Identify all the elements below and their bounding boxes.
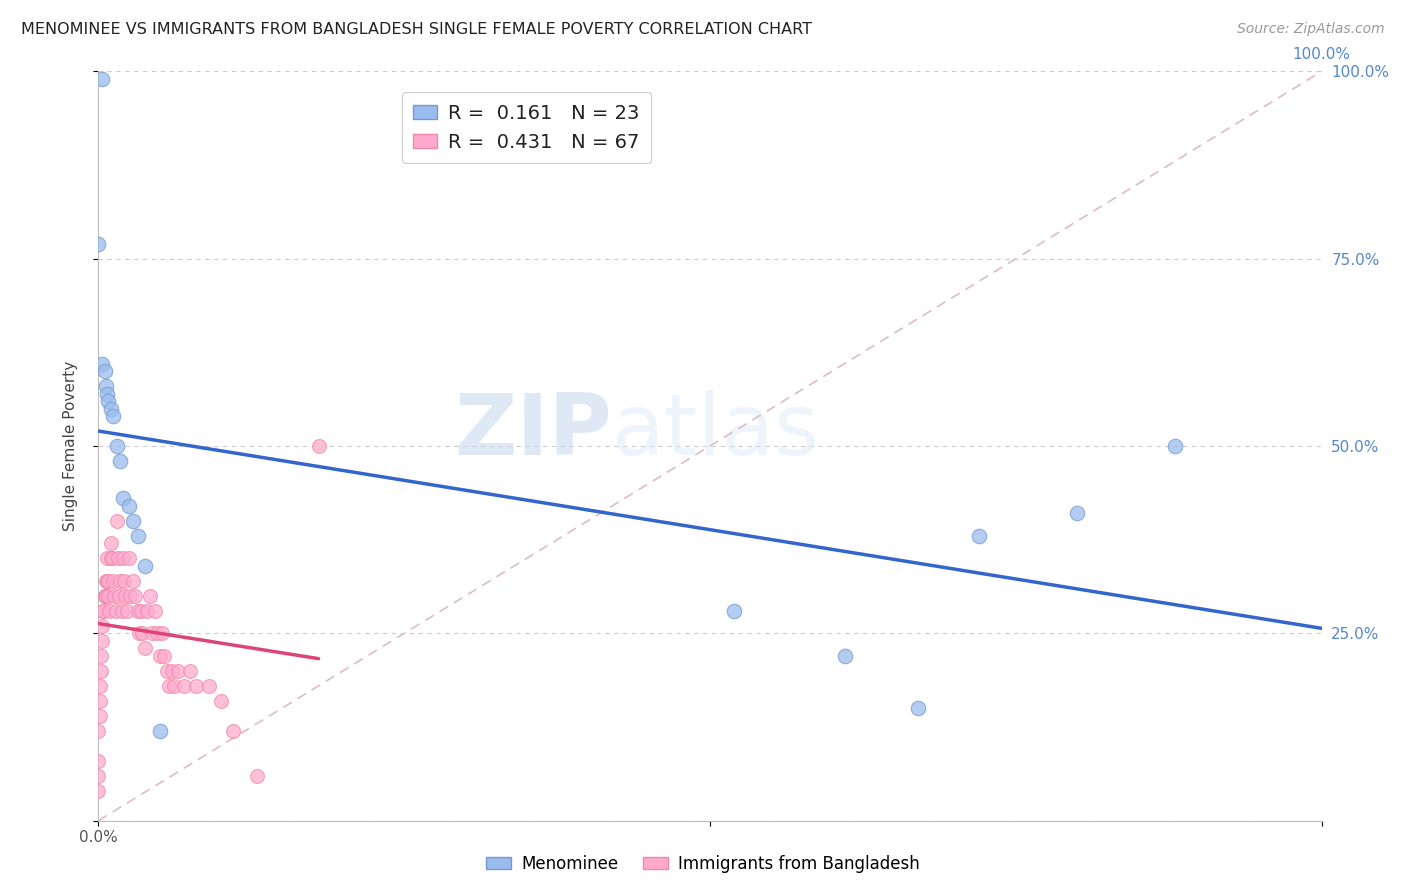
Point (87, 723, 110, 738)
Y-axis label: Single Female Poverty: Single Female Poverty (63, 361, 77, 531)
Point (103, 589, 125, 603)
Point (129, 604, 152, 618)
Point (87, 236, 110, 251)
Point (121, 514, 143, 528)
Point (134, 641, 156, 656)
Point (139, 589, 162, 603)
Point (120, 589, 142, 603)
Point (209, 694, 232, 708)
Point (91, 604, 114, 618)
Text: atlas: atlas (612, 390, 820, 473)
Point (110, 454, 132, 468)
Point (127, 604, 149, 618)
Point (91, 619, 114, 633)
Text: Source: ZipAtlas.com: Source: ZipAtlas.com (1237, 22, 1385, 37)
Point (101, 551, 124, 566)
Point (834, 648, 856, 663)
Point (94, 379, 117, 393)
Point (173, 679, 195, 693)
Point (118, 499, 141, 513)
Point (967, 529, 990, 543)
Point (91, 357, 114, 371)
Legend: Menominee, Immigrants from Bangladesh: Menominee, Immigrants from Bangladesh (479, 848, 927, 880)
Point (107, 551, 129, 566)
Point (91, 604, 114, 618)
Point (111, 491, 134, 506)
Point (167, 664, 190, 678)
Point (101, 409, 124, 423)
Point (156, 664, 179, 678)
Point (197, 679, 219, 693)
Point (146, 626, 169, 640)
Point (157, 679, 180, 693)
Point (134, 558, 156, 573)
Point (105, 439, 128, 453)
Point (101, 574, 124, 588)
Point (97, 589, 120, 603)
Point (87, 754, 110, 768)
Point (90, 664, 112, 678)
Point (94, 574, 117, 588)
Point (104, 604, 127, 618)
Point (98, 604, 121, 618)
Point (93, 589, 115, 603)
Point (96, 551, 118, 566)
Point (108, 589, 131, 603)
Point (100, 551, 122, 566)
Point (89, 694, 111, 708)
Point (100, 401, 122, 416)
Point (93, 589, 115, 603)
Point (124, 589, 146, 603)
Point (246, 769, 269, 783)
Point (112, 574, 135, 588)
Point (153, 648, 176, 663)
Point (163, 679, 186, 693)
Point (131, 626, 153, 640)
Point (149, 723, 172, 738)
Point (111, 551, 134, 566)
Point (160, 664, 183, 678)
Point (143, 604, 166, 618)
Text: MENOMINEE VS IMMIGRANTS FROM BANGLADESH SINGLE FEMALE POVERTY CORRELATION CHART: MENOMINEE VS IMMIGRANTS FROM BANGLADESH … (21, 22, 813, 37)
Point (907, 701, 929, 715)
Point (1066, 507, 1088, 521)
Point (96, 386, 118, 401)
Point (179, 664, 201, 678)
Point (118, 551, 141, 566)
Point (1164, 439, 1187, 453)
Point (89, 708, 111, 723)
Point (128, 626, 150, 640)
Point (90, 648, 112, 663)
Legend: R =  0.161   N = 23, R =  0.431   N = 67: R = 0.161 N = 23, R = 0.431 N = 67 (402, 92, 651, 163)
Point (91, 71, 114, 86)
Point (87, 783, 110, 797)
Point (150, 626, 173, 640)
Point (141, 626, 163, 640)
Point (97, 394, 120, 409)
Point (723, 604, 745, 618)
Point (111, 604, 134, 618)
Point (96, 574, 118, 588)
Point (94, 589, 117, 603)
Point (308, 439, 330, 453)
Point (149, 648, 172, 663)
Point (114, 589, 136, 603)
Point (127, 529, 149, 543)
Point (136, 604, 159, 618)
Point (93, 364, 115, 378)
Point (87, 769, 110, 783)
Point (110, 574, 132, 588)
Point (121, 574, 143, 588)
Point (91, 633, 114, 648)
Point (222, 723, 245, 738)
Point (97, 574, 120, 588)
Point (100, 536, 122, 550)
Point (89, 679, 111, 693)
Text: ZIP: ZIP (454, 390, 612, 473)
Point (105, 514, 128, 528)
Point (115, 604, 138, 618)
Point (186, 679, 208, 693)
